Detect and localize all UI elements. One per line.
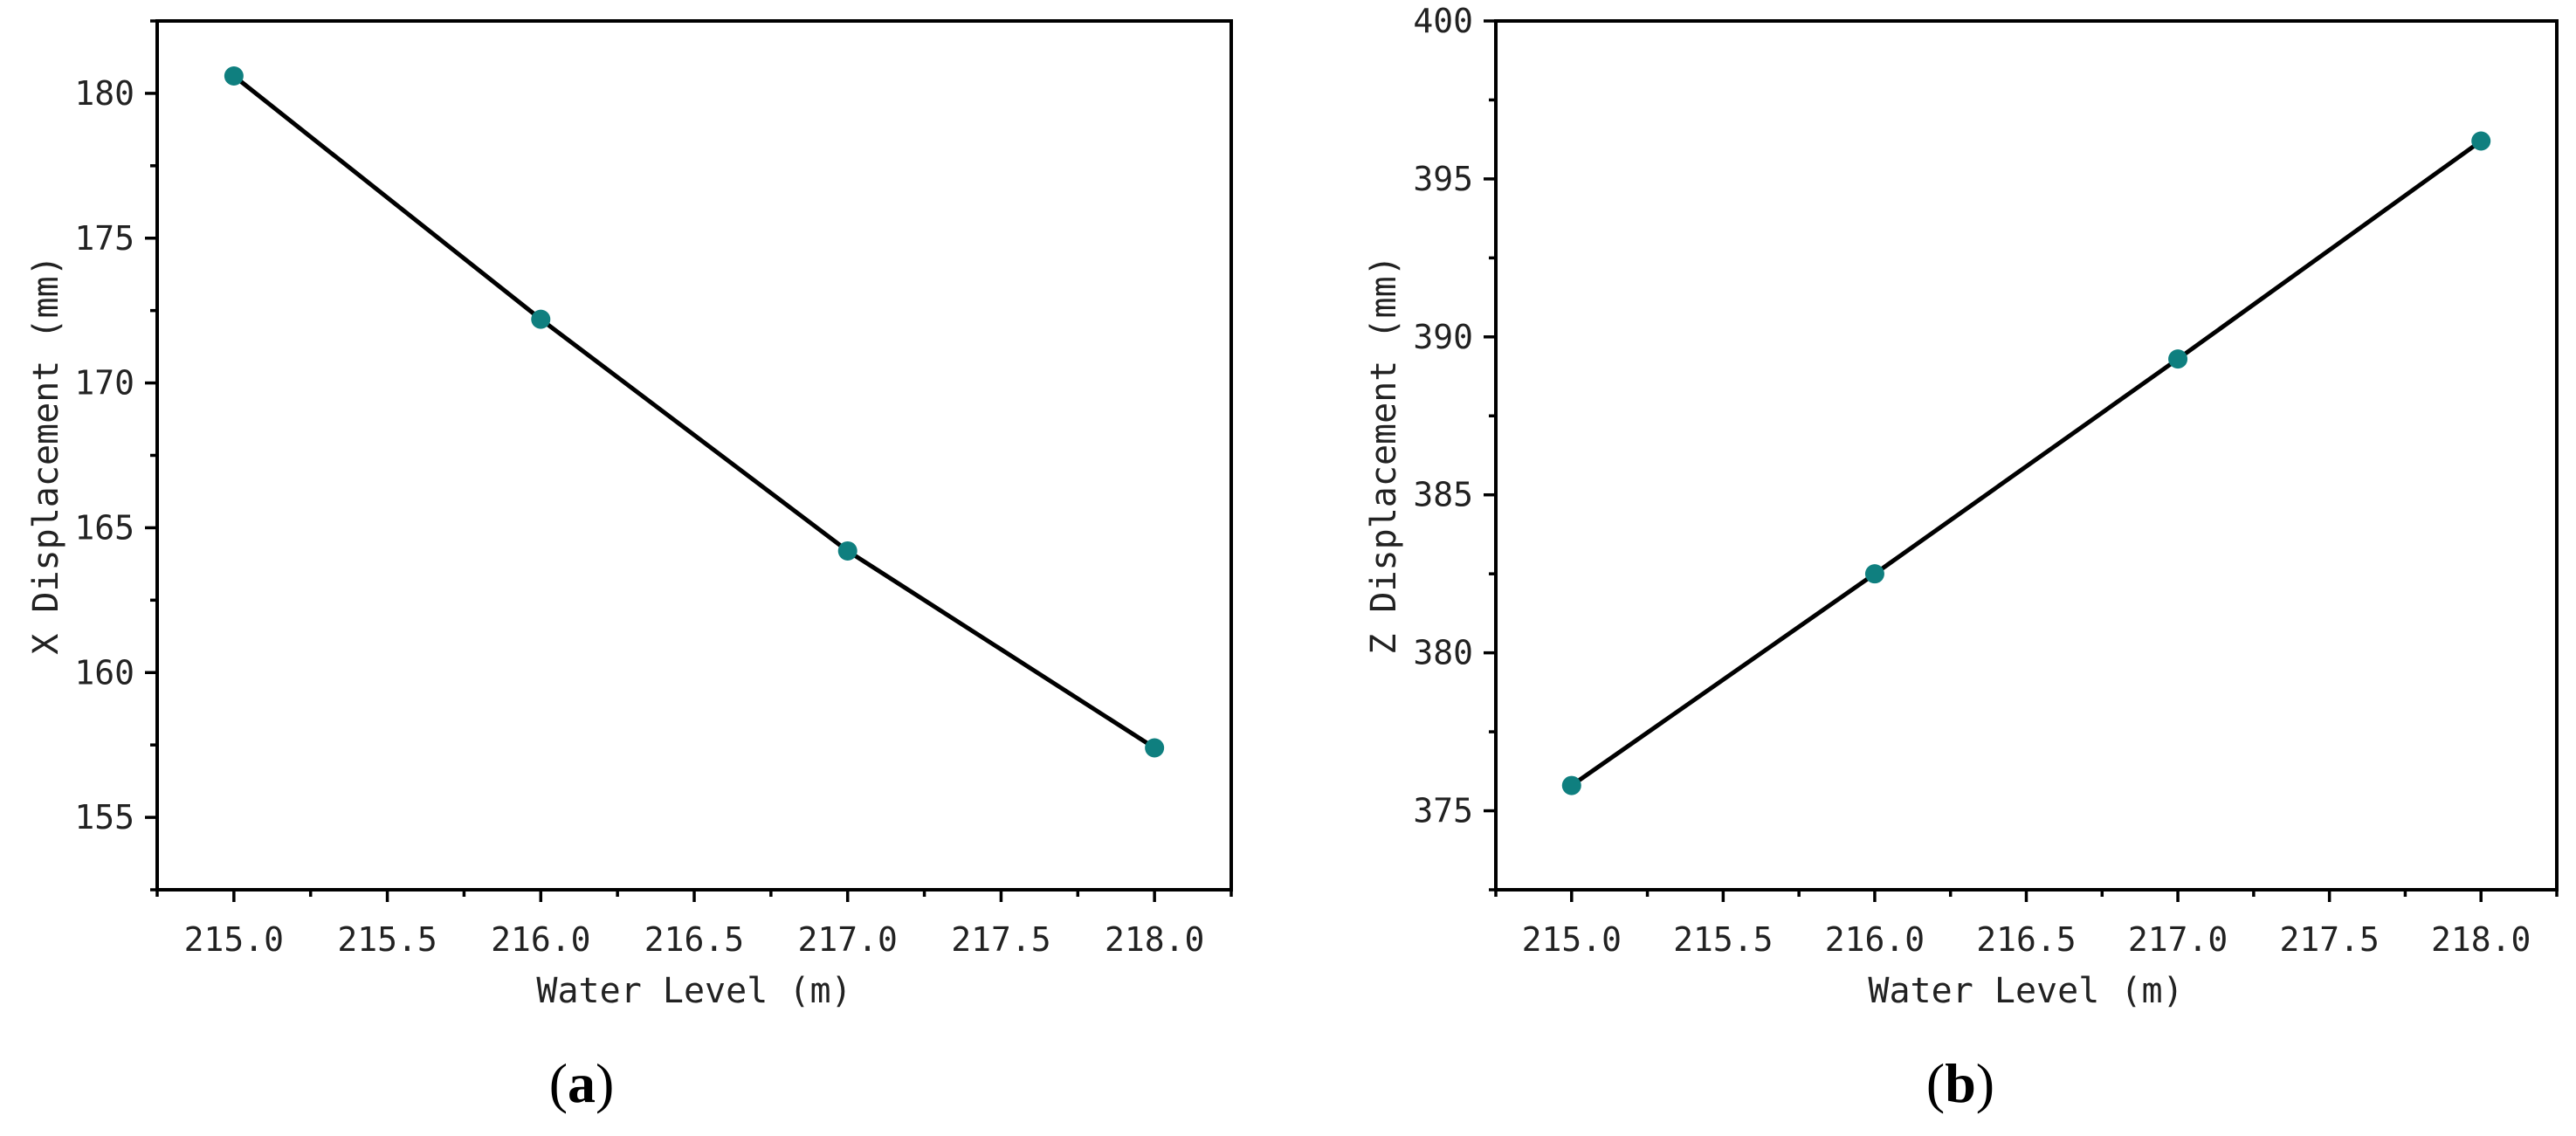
data-points — [1561, 131, 2491, 795]
data-point — [837, 540, 858, 561]
data-point — [2471, 131, 2491, 151]
x-tick-label: 216.5 — [644, 920, 744, 959]
panel-label-b: (b) — [1926, 1052, 1994, 1114]
plot-frame — [155, 19, 1233, 892]
axis-ticks — [145, 19, 1233, 902]
chart-panel-a: 215.0 215.5 216.0 216.5 217.0 217.5 218.0 155 16… — [26, 19, 1233, 1114]
y-axis-title: X Displacement (mm) — [26, 255, 66, 655]
tick-labels: 215.0 215.5 216.0 216.5 217.0 217.5 218.0 155 16… — [74, 74, 1204, 959]
chart-panel-b: 215.0 215.5 216.0 216.5 217.0 217.5 218.0 375 38… — [1364, 2, 2559, 1114]
y-tick-label: 165 — [74, 508, 134, 547]
tick-labels: 215.0 215.5 216.0 216.5 217.0 217.5 218.0 375 38… — [1413, 2, 2531, 959]
y-tick-label: 175 — [74, 219, 134, 258]
x-tick-label: 217.5 — [2279, 920, 2379, 959]
x-tick-label: 215.0 — [184, 920, 284, 959]
x-axis-title: Water Level (m) — [1868, 971, 2183, 1011]
data-point — [224, 66, 244, 86]
series-line — [1570, 139, 2483, 788]
y-tick-label: 390 — [1413, 318, 1473, 356]
panel-label-a: (a) — [549, 1052, 615, 1114]
x-tick-label: 215.0 — [1522, 920, 1622, 959]
x-tick-label: 215.5 — [337, 920, 437, 959]
x-tick-label: 218.0 — [1105, 920, 1204, 959]
y-tick-label: 385 — [1413, 476, 1473, 514]
data-point — [531, 309, 551, 329]
plot-frame — [1494, 19, 2559, 892]
y-tick-label: 380 — [1413, 634, 1473, 672]
axis-ticks — [1484, 19, 2559, 902]
data-point — [1864, 564, 1884, 584]
y-tick-label: 180 — [74, 74, 134, 113]
y-tick-label: 170 — [74, 364, 134, 403]
data-point — [1145, 738, 1165, 758]
x-tick-label: 217.5 — [951, 920, 1050, 959]
data-point — [2168, 349, 2188, 369]
y-tick-label: 375 — [1413, 792, 1473, 830]
x-tick-label: 216.0 — [1825, 920, 1925, 959]
data-point — [1561, 775, 1581, 795]
y-tick-label: 155 — [74, 798, 134, 837]
series-line — [232, 74, 1156, 750]
x-tick-label: 216.0 — [491, 920, 590, 959]
x-tick-label: 215.5 — [1673, 920, 1773, 959]
y-axis-title: Z Displacement (mm) — [1364, 255, 1404, 655]
x-tick-label: 216.5 — [1976, 920, 2076, 959]
data-points — [224, 66, 1165, 758]
y-tick-label: 400 — [1413, 2, 1473, 40]
x-tick-label: 217.0 — [798, 920, 898, 959]
y-tick-label: 160 — [74, 653, 134, 692]
x-axis-title: Water Level (m) — [536, 971, 851, 1011]
y-tick-label: 395 — [1413, 160, 1473, 198]
x-tick-label: 218.0 — [2431, 920, 2531, 959]
x-tick-label: 217.0 — [2128, 920, 2228, 959]
